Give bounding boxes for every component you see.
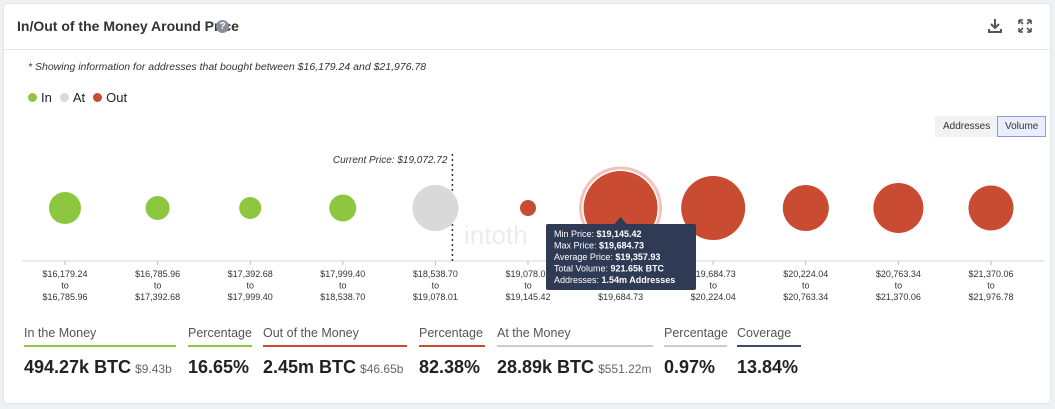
bubble[interactable]	[782, 185, 829, 231]
tooltip-pointer	[614, 217, 627, 224]
x-tick-label: $16,785.96	[42, 292, 87, 302]
x-tick-label: to	[987, 281, 995, 291]
x-tick-label: to	[432, 281, 440, 291]
stat-sub: $9.43b	[135, 362, 172, 376]
x-tick-label: to	[154, 281, 162, 291]
stat-coverage: Coverage 13.84%	[737, 326, 801, 378]
stat-out-of-the-money: Out of the Money 2.45m BTC $46.65b	[263, 326, 407, 378]
question-circle-icon[interactable]: ?	[216, 20, 229, 33]
stat-label: Coverage	[737, 326, 801, 347]
x-tick-label: $19,078.01	[413, 292, 458, 302]
x-tick-label: $17,999.40	[228, 292, 273, 302]
bubble[interactable]	[329, 194, 357, 222]
stat-main: 494.27k BTC	[24, 357, 132, 377]
x-tick-label: $19,145.42	[505, 292, 550, 302]
bubble[interactable]	[968, 185, 1014, 231]
x-tick-label: $17,999.40	[320, 269, 365, 279]
x-tick-label: $20,224.04	[783, 269, 828, 279]
x-tick-label: $19,684.73	[598, 292, 643, 302]
download-icon[interactable]	[986, 17, 1004, 35]
stat-out-percentage: Percentage 82.38%	[419, 326, 485, 378]
stat-value: 494.27k BTC $9.43b	[24, 357, 176, 378]
legend-label-at: At	[72, 90, 86, 105]
stat-label: Percentage	[188, 326, 252, 347]
bubble[interactable]	[412, 185, 459, 231]
x-tick-label: $16,785.96	[135, 269, 180, 279]
x-tick-label: to	[339, 281, 347, 291]
legend-label-out: Out	[106, 90, 128, 105]
stat-label: Percentage	[664, 326, 728, 347]
chart-card: In/Out of the Money Around Price ? * Sho…	[3, 3, 1051, 404]
stat-label: At the Money	[497, 326, 653, 347]
range-note: * Showing information for addresses that…	[28, 61, 427, 73]
card-title: In/Out of the Money Around Price	[17, 18, 239, 34]
x-tick-label: $17,392.68	[135, 292, 180, 302]
bubble-chart: intoth Current Price: $19,072.72 $16,179.2…	[22, 154, 1044, 302]
legend-dot-at	[59, 93, 69, 102]
stat-in-the-money: In the Money 494.27k BTC $9.43b	[24, 326, 176, 378]
x-tick-label: $16,179.24	[42, 269, 87, 279]
stat-main: 2.45m BTC	[263, 357, 357, 377]
expand-icon[interactable]	[1016, 17, 1034, 35]
stat-in-percentage: Percentage 16.65%	[188, 326, 252, 378]
bubble[interactable]	[145, 196, 170, 220]
x-tick-label: to	[61, 281, 69, 291]
x-tick-label: to	[246, 281, 254, 291]
card-header: In/Out of the Money Around Price ?	[4, 4, 1050, 50]
tooltip-box	[546, 224, 696, 290]
legend-item-out[interactable]: Out	[93, 90, 127, 105]
stat-label: Out of the Money	[263, 326, 407, 347]
stat-at-percentage: Percentage 0.97%	[664, 326, 728, 378]
x-tick-label: $21,976.78	[968, 292, 1013, 302]
x-tick-label: $20,224.04	[691, 292, 736, 302]
x-tick-label: $17,392.68	[228, 269, 273, 279]
x-tick-label: $20,763.34	[876, 269, 921, 279]
bubble[interactable]	[239, 197, 262, 219]
x-tick-label: $18,538.70	[320, 292, 365, 302]
x-tick-label: to	[802, 281, 810, 291]
tooltip-line: Total Volume: 921.65k BTC	[554, 264, 665, 274]
legend-item-at[interactable]: At	[59, 90, 86, 105]
stat-label: Percentage	[419, 326, 485, 347]
stat-value: 82.38%	[419, 357, 481, 377]
bubble[interactable]	[681, 176, 746, 240]
bubble[interactable]	[49, 192, 81, 224]
tooltip-line: Max Price: $19,684.73	[554, 241, 644, 251]
x-tick-label: $20,763.34	[783, 292, 828, 302]
stat-label: In the Money	[24, 326, 176, 347]
current-price-label: Current Price: $19,072.72	[333, 155, 448, 166]
x-tick-label: $19,078.01	[505, 269, 550, 279]
stat-value: 13.84%	[737, 357, 799, 377]
legend-dot-out	[93, 93, 103, 102]
stat-at-the-money: At the Money 28.89k BTC $551.22m	[497, 326, 653, 378]
x-tick-label: to	[709, 281, 717, 291]
x-tick-label: $21,370.06	[968, 269, 1013, 279]
legend-label-in: In	[41, 90, 52, 105]
bubble[interactable]	[520, 200, 536, 216]
x-tick-label: $18,538.70	[413, 269, 458, 279]
x-tick-label: $19,684.73	[691, 269, 736, 279]
stat-value: 2.45m BTC $46.65b	[263, 357, 407, 378]
legend-dot-in	[28, 93, 37, 102]
stat-value: 28.89k BTC $551.22m	[497, 357, 653, 378]
volume-toggle[interactable]: Volume	[997, 116, 1047, 137]
watermark-text: intoth	[464, 220, 528, 250]
stat-sub: $46.65b	[360, 362, 404, 376]
legend-item-in[interactable]: In	[28, 90, 52, 105]
stat-sub: $551.22m	[598, 362, 652, 376]
stat-value: 0.97%	[664, 357, 716, 377]
x-tick-label: to	[895, 281, 903, 291]
addresses-toggle[interactable]: Addresses	[935, 116, 999, 137]
x-tick-label: $21,370.06	[876, 292, 921, 302]
tooltip-line: Min Price: $19,145.42	[554, 229, 642, 239]
stat-value: 16.65%	[188, 357, 250, 377]
legend: In At Out	[28, 90, 127, 105]
tooltip-line: Addresses: 1.54m Addresses	[554, 275, 675, 285]
bubble[interactable]	[873, 183, 924, 233]
tooltip-line: Average Price: $19,357.93	[554, 252, 660, 262]
x-tick-label: to	[524, 281, 532, 291]
stat-main: 28.89k BTC	[497, 357, 595, 377]
